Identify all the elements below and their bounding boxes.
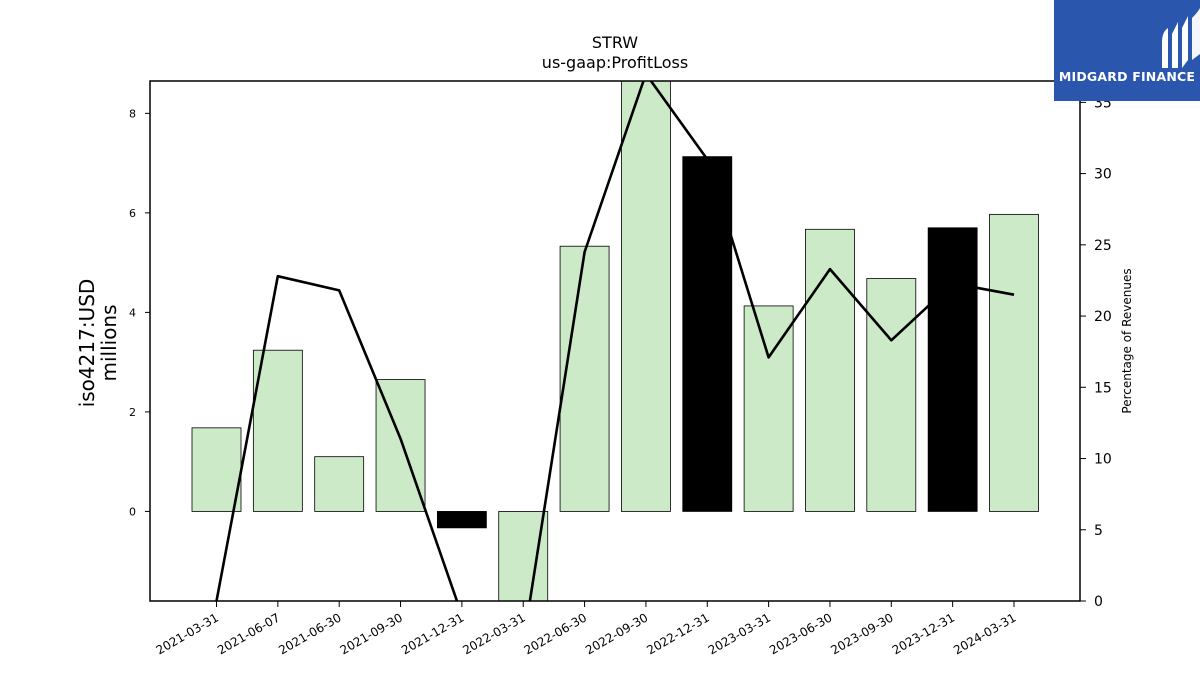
- bar-2022-03-31: [498, 511, 549, 601]
- bar-2022-12-31: [682, 156, 733, 512]
- y-tick-label: 6: [129, 207, 136, 220]
- midgard-finance-logo: MIDGARD FINANCE: [1054, 0, 1200, 101]
- bar-2024-03-31: [989, 213, 1039, 512]
- x-tick-label: 2021-06-30: [276, 610, 343, 657]
- bar-2022-09-30: [621, 81, 671, 512]
- midgard-m-icon: [1162, 8, 1200, 68]
- bar-2021-12-31: [436, 511, 487, 529]
- y2-tick-label: 20: [1094, 309, 1112, 325]
- x-tick-label: 2021-03-31: [154, 610, 221, 657]
- x-tick-label: 2023-03-31: [706, 610, 773, 657]
- y2-tick-label: 30: [1094, 167, 1112, 183]
- bar-series: [191, 81, 1039, 601]
- y2-axis-label: Percentage of Revenues: [1120, 268, 1134, 413]
- chart-subtitle: us-gaap:ProfitLoss: [542, 53, 688, 72]
- bar-2023-12-31: [927, 227, 978, 512]
- y-axis-label: iso4217:USD millions: [75, 279, 121, 408]
- bar-2021-06-30: [314, 456, 365, 512]
- x-tick-label: 2023-12-31: [890, 610, 957, 657]
- plot-frame: [149, 80, 1081, 602]
- x-tick-label: 2021-12-31: [399, 610, 466, 657]
- line-series: [215, 81, 1015, 601]
- series-line-percentage: [215, 81, 1015, 601]
- y-axis-label-name: iso4217:USD: [75, 279, 99, 408]
- y-axis-label-unit: millions: [97, 304, 121, 381]
- bar-2021-03-31: [191, 427, 242, 512]
- chart-title: STRW: [592, 33, 638, 52]
- y2-tick-label: 5: [1094, 523, 1103, 539]
- bar-2021-06-07: [252, 349, 303, 512]
- x-tick-label: 2022-12-31: [644, 610, 711, 657]
- y-tick-label: 2: [129, 406, 136, 419]
- y2-tick-label: 25: [1094, 238, 1112, 254]
- y-tick-label: 4: [129, 306, 136, 319]
- bar-2023-06-30: [805, 228, 855, 512]
- y2-tick-label: 0: [1094, 594, 1103, 610]
- x-tick-label: 2023-06-30: [767, 610, 834, 657]
- x-tick-label: 2021-06-07: [215, 610, 282, 657]
- y2-tick-label: 10: [1094, 452, 1112, 468]
- x-tick-label: 2022-03-31: [460, 610, 527, 657]
- y-tick-label: 0: [129, 505, 136, 518]
- x-tick-label: 2024-03-31: [951, 610, 1018, 657]
- bar-2022-06-30: [559, 245, 610, 512]
- x-tick-label: 2022-09-30: [583, 610, 650, 657]
- bar-2023-09-30: [866, 278, 917, 512]
- x-tick-label: 2023-09-30: [828, 610, 895, 657]
- logo-text: MIDGARD FINANCE: [1058, 69, 1196, 84]
- x-tick-label: 2022-06-30: [522, 610, 589, 657]
- y2-tick-label: 15: [1094, 380, 1112, 396]
- bar-2023-03-31: [743, 305, 794, 512]
- y-tick-label: 8: [129, 107, 136, 120]
- x-tick-label: 2021-09-30: [338, 610, 405, 657]
